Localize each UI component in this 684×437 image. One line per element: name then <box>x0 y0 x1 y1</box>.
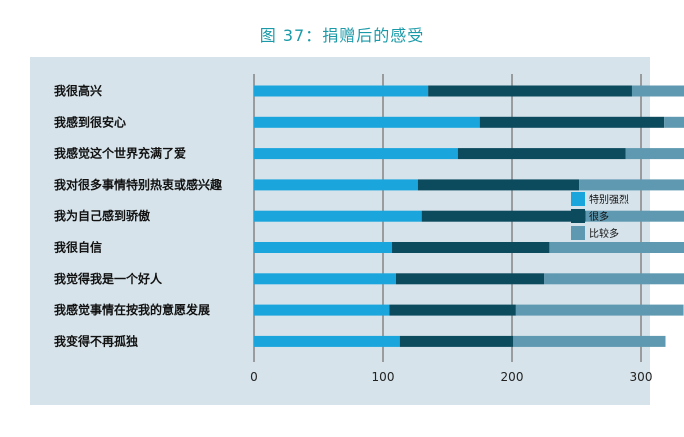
bar-segment-3 <box>544 273 684 285</box>
bar-segment-2 <box>389 304 516 316</box>
category-label: 我感到很安心 <box>54 114 126 129</box>
bar-segment-3 <box>631 85 684 97</box>
bar-segment-1 <box>254 116 480 128</box>
bar-segment-3 <box>515 304 684 316</box>
bar-segment-1 <box>254 273 396 285</box>
bar-segment-1 <box>254 148 458 160</box>
bar-segment-3 <box>585 210 684 222</box>
legend-label: 特别强烈 <box>589 194 629 206</box>
category-label: 我变得不再孤独 <box>54 333 138 348</box>
bar-segment-2 <box>479 116 665 128</box>
bar-segment-3 <box>664 116 684 128</box>
x-tick-label: 100 <box>372 370 395 384</box>
bar-segment-2 <box>399 335 514 347</box>
bar-segment-1 <box>254 242 393 253</box>
bar-segment-3 <box>625 148 684 160</box>
bar-segment-3 <box>549 242 684 253</box>
chart-panel <box>30 57 650 405</box>
bar-segment-2 <box>457 148 626 160</box>
x-tick-label: 0 <box>250 370 258 384</box>
category-label: 我感觉这个世界充满了爱 <box>54 146 186 161</box>
x-tick-label: 300 <box>630 370 653 384</box>
category-label: 我感觉事情在按我的意愿发展 <box>54 302 210 317</box>
bar-segment-1 <box>254 85 429 97</box>
legend-swatch <box>571 226 585 240</box>
bar-segment-1 <box>254 335 400 347</box>
bar-segment-1 <box>254 179 418 191</box>
bar-segment-2 <box>417 179 580 191</box>
bar-segment-3 <box>513 335 666 347</box>
category-label: 我很高兴 <box>54 83 102 98</box>
bar-segment-2 <box>395 273 545 285</box>
legend-swatch <box>571 192 585 206</box>
legend-label: 很多 <box>589 210 609 223</box>
legend-swatch <box>571 209 585 223</box>
category-label: 我为自己感到骄傲 <box>54 208 151 223</box>
bar-segment-1 <box>254 210 422 222</box>
x-tick-label: 200 <box>501 370 524 384</box>
bar-segment-1 <box>254 304 390 316</box>
category-label: 我很自信 <box>54 240 102 255</box>
chart-title: 图 37：捐赠后的感受 <box>259 26 425 45</box>
bar-segment-3 <box>579 179 684 191</box>
bar-segment-2 <box>421 210 586 222</box>
bar-segment-2 <box>428 85 632 97</box>
category-label: 我觉得我是一个好人 <box>54 271 163 286</box>
legend-label: 比较多 <box>589 227 619 240</box>
category-label: 我对很多事情特别热衷或感兴趣 <box>54 177 223 192</box>
bar-segment-2 <box>392 242 550 253</box>
